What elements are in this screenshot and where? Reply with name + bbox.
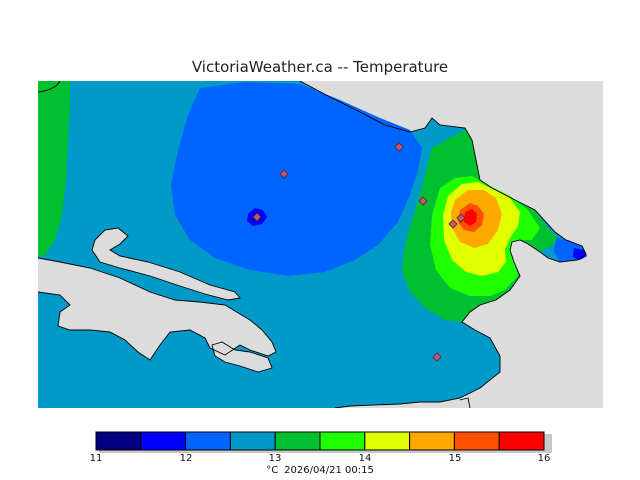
contour-13-13.5-west — [38, 81, 70, 257]
legend-swatch — [95, 431, 142, 451]
coastline-arm — [91, 227, 241, 301]
east-tip-cold — [573, 248, 587, 260]
legend-tick-12: 12 — [179, 453, 193, 464]
station-marker[interactable] — [448, 219, 458, 229]
station-marker[interactable] — [279, 169, 289, 179]
legend-tick-15: 15 — [448, 453, 462, 464]
station-marker[interactable] — [394, 142, 404, 152]
station-marker[interactable] — [252, 212, 262, 222]
legend-swatch — [140, 431, 187, 451]
legend-colorbar — [95, 431, 552, 453]
coastline — [299, 81, 587, 408]
station-markers — [252, 142, 466, 362]
coastline-inlet — [38, 257, 277, 361]
inlet-bay — [212, 342, 272, 372]
contour-12.5-13 — [171, 82, 422, 276]
station-marker[interactable] — [418, 196, 428, 206]
coastline-south-islet — [459, 397, 471, 408]
legend-swatch — [274, 431, 321, 451]
legend-swatch — [185, 431, 231, 451]
legend-tick-11: 11 — [89, 453, 103, 464]
inlet-water — [38, 258, 276, 360]
coastline-corner — [38, 81, 61, 93]
station-marker[interactable] — [456, 213, 466, 223]
station-marker[interactable] — [432, 352, 442, 362]
legend-swatch — [409, 431, 455, 451]
legend-caption: °C 2026/04/21 00:15 — [0, 465, 640, 476]
legend-swatch — [319, 431, 366, 451]
legend-swatch — [453, 431, 500, 451]
legend-tick-14: 14 — [358, 453, 372, 464]
legend-unit: °C — [266, 465, 279, 476]
legend-swatch — [364, 431, 411, 451]
observation-timestamp: 2026/04/21 00:15 — [284, 465, 374, 476]
legend-swatch — [498, 431, 545, 451]
coastline-bay — [211, 341, 273, 373]
map-area — [38, 81, 603, 408]
map-title: VictoriaWeather.ca -- Temperature — [191, 58, 449, 76]
legend-tick-13: 13 — [268, 453, 282, 464]
legend-swatch — [229, 431, 276, 451]
contour-15.5-16 — [464, 209, 477, 226]
legend-tick-16: 16 — [537, 453, 551, 464]
